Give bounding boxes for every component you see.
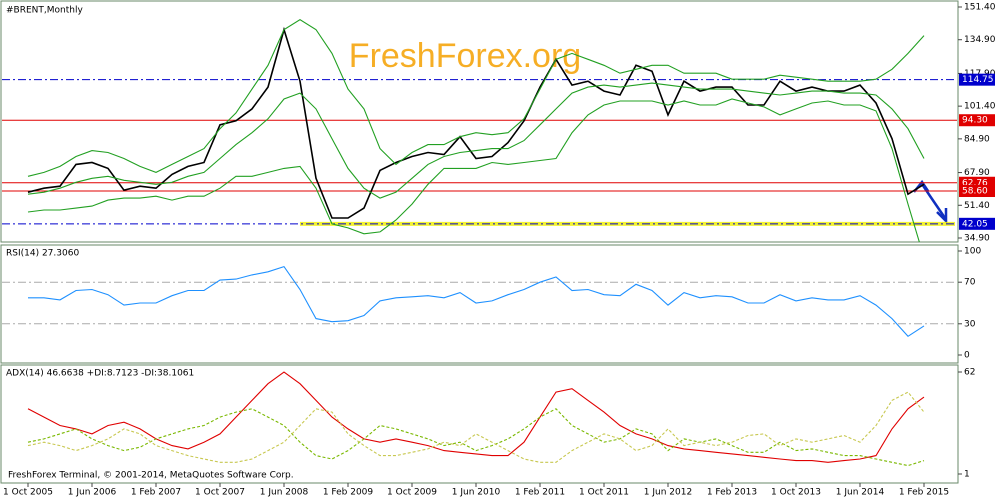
- level-box: [959, 73, 995, 86]
- x-tick-label: 1 Oct 2005: [3, 488, 53, 498]
- x-tick-label: 1 Feb 2009: [323, 488, 374, 498]
- level-box: [959, 114, 995, 127]
- y-tick-label: 84.90: [964, 134, 990, 144]
- y-tick-label: 62: [964, 368, 975, 378]
- x-tick-label: 1 Jun 2006: [68, 488, 117, 498]
- level-label: 94.30: [962, 116, 988, 126]
- level-label: 114.75: [962, 75, 994, 85]
- y-tick-label: 1: [964, 470, 970, 480]
- x-tick-label: 1 Jun 2012: [644, 488, 692, 498]
- series-line: [27, 408, 925, 467]
- series-line: [27, 19, 925, 177]
- x-tick-label: 1 Oct 2009: [387, 488, 437, 498]
- x-tick-label: 1 Jun 2010: [452, 488, 501, 498]
- footer: FreshForex Terminal, © 2001-2014, MetaQu…: [8, 471, 294, 481]
- adx-panel: [0, 364, 959, 484]
- rsi-title: RSI(14) 27.3060: [6, 249, 79, 259]
- level-label: 42.05: [962, 219, 988, 229]
- y-tick-label: 134.90: [964, 35, 996, 45]
- x-tick-label: 1 Oct 2011: [579, 488, 629, 498]
- level-box: [959, 185, 995, 198]
- x-tick-label: 1 Oct 2007: [195, 488, 245, 498]
- y-tick-label: 34.90: [964, 234, 990, 244]
- x-tick-label: 1 Oct 2013: [771, 488, 821, 498]
- x-tick-label: 1 Feb 2015: [899, 488, 949, 498]
- y-tick-label: 101.40: [964, 102, 996, 112]
- y-tick-label: 151.40: [964, 3, 996, 13]
- series-line: [27, 98, 920, 242]
- level-box: [959, 217, 995, 230]
- x-tick-label: 1 Feb 2013: [707, 488, 757, 498]
- y-tick-label: 0: [964, 351, 970, 361]
- y-tick-label: 67.90: [964, 168, 990, 178]
- rsi-panel: [0, 244, 959, 364]
- y-tick-label: 100: [964, 247, 981, 257]
- series-line: [27, 391, 925, 463]
- y-tick-label: 51.40: [964, 201, 990, 211]
- arrow-head: [936, 208, 948, 225]
- level-label: 58.60: [962, 187, 988, 197]
- price-title: #BRENT,Monthly: [6, 6, 83, 16]
- y-tick-label: 70: [964, 278, 976, 288]
- series-line: [27, 371, 925, 463]
- y-tick-label: 30: [964, 319, 976, 329]
- adx-title: ADX(14) 46.6638 +DI:8.7123 -DI:38.1061: [6, 369, 194, 379]
- x-tick-label: 1 Feb 2011: [515, 488, 565, 498]
- level-label: 62.76: [962, 178, 988, 188]
- x-tick-label: 1 Jun 2014: [836, 488, 885, 498]
- series-line: [27, 82, 925, 199]
- price-panel: [0, 0, 959, 243]
- watermark: FreshForex.org: [349, 37, 581, 75]
- series-line: [27, 26, 925, 219]
- series-line: [28, 265, 925, 338]
- x-tick-label: 1 Feb 2007: [131, 488, 181, 498]
- x-tick-label: 1 Jun 2008: [260, 488, 309, 498]
